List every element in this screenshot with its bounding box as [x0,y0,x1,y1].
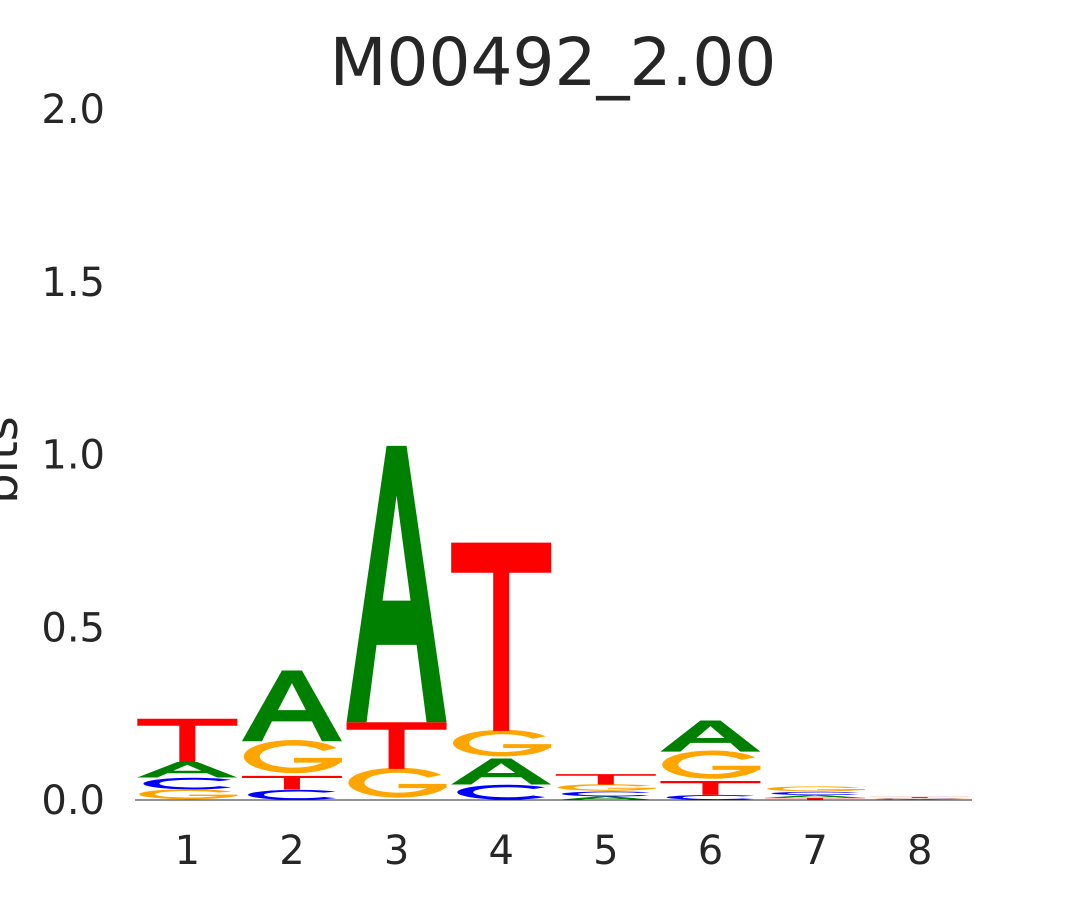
letter-g [139,789,238,800]
letter-c [248,789,336,800]
chart-title: M00492_2.00 [330,24,777,101]
position-stack [451,542,552,800]
x-tick-label: 7 [802,828,827,874]
x-axis: 1 2 3 4 5 6 7 8 [175,828,933,874]
x-tick-label: 5 [593,828,618,874]
letter-g [243,740,342,774]
letter-t [346,722,447,769]
position-stack [555,774,656,800]
x-tick-label: 8 [907,828,932,874]
letter-c [771,791,860,796]
letter-t [137,718,238,762]
letter-g [766,786,866,792]
letter-a [555,796,656,800]
x-tick-label: 2 [279,828,304,874]
letter-t [869,796,970,798]
letter-c [884,799,958,800]
y-axis-label: bits [0,416,29,504]
x-tick-label: 3 [384,828,409,874]
letter-stacks [137,445,970,800]
letter-a [660,720,761,752]
letter-g [348,767,447,798]
position-stack [765,786,866,800]
position-stack [660,720,761,800]
letter-t [241,775,342,790]
letter-g [871,797,970,799]
y-tick-label: 0.0 [41,778,105,824]
letter-t [765,797,866,800]
letter-a [241,670,342,742]
y-tick-label: 2.0 [41,87,105,133]
position-stack [241,670,342,800]
letter-a [137,761,238,778]
x-tick-label: 4 [488,828,513,874]
letter-g [453,729,552,757]
y-tick-label: 0.5 [41,605,105,651]
y-axis: 0.0 0.5 1.0 1.5 2.0 [41,87,105,824]
x-tick-label: 1 [175,828,200,874]
x-tick-label: 6 [698,828,723,874]
position-stack [137,718,238,800]
letter-a [346,445,447,723]
letter-g [662,750,761,779]
letter-a [451,758,552,785]
letter-c [562,791,650,797]
letter-t [555,774,656,785]
letter-c [143,777,232,790]
letter-t [451,542,552,731]
letter-a [765,795,866,798]
letter-g [557,784,656,791]
y-tick-label: 1.0 [41,433,105,479]
y-tick-label: 1.5 [41,260,105,306]
letter-c [457,784,546,800]
letter-t [660,780,761,795]
letter-c [666,794,755,800]
position-stack [346,445,447,798]
